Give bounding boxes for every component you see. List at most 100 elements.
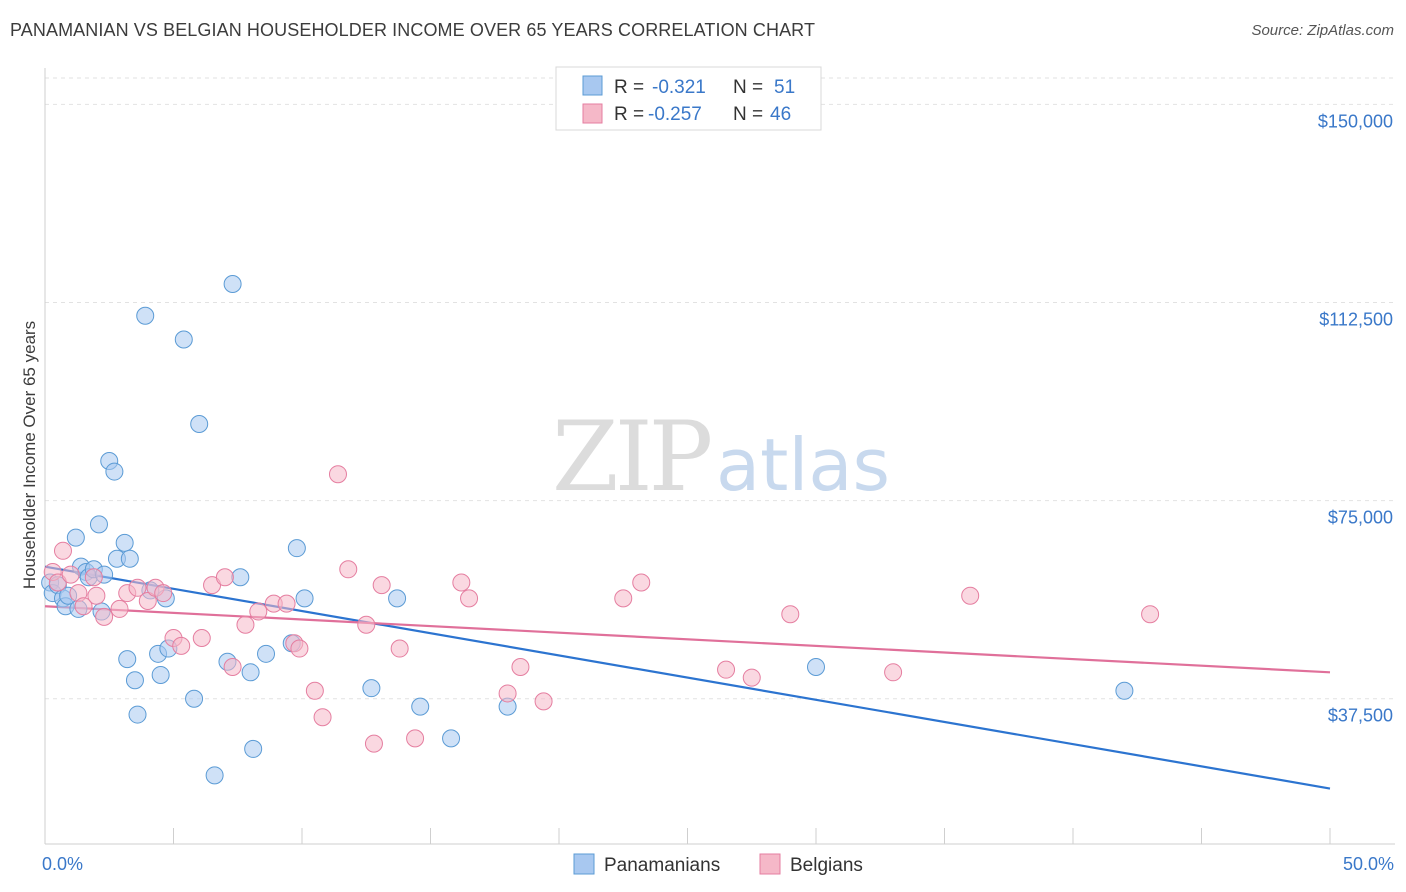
point-panamanians <box>807 658 825 677</box>
top-legend: R = -0.321 N = 51 R = -0.257 N = 46 <box>555 66 822 131</box>
point-belgians <box>1141 605 1160 624</box>
bottom-legend-swatch-belgians <box>759 853 781 875</box>
y-tick-label: $37,500 <box>1328 706 1393 726</box>
y-tick-label: $75,000 <box>1328 508 1393 528</box>
point-belgians <box>406 729 425 748</box>
point-panamanians <box>66 528 85 547</box>
point-panamanians <box>105 462 124 481</box>
point-belgians <box>364 734 383 753</box>
point-belgians <box>61 565 80 584</box>
legend-n-value-1: 51 <box>774 77 795 98</box>
point-belgians <box>84 568 103 587</box>
point-belgians <box>172 636 191 655</box>
point-belgians <box>87 586 106 605</box>
bottom-legend: Panamanians Belgians <box>573 853 863 876</box>
point-belgians <box>95 607 114 626</box>
point-panamanians <box>125 671 144 690</box>
watermark-atlas: atlas <box>716 423 890 507</box>
data-points <box>41 275 1160 785</box>
point-belgians <box>339 560 358 579</box>
x-tick-label: 50.0% <box>1343 854 1394 874</box>
point-belgians <box>290 639 309 658</box>
point-belgians <box>742 668 761 687</box>
point-belgians <box>203 576 222 595</box>
point-belgians <box>460 589 479 608</box>
point-panamanians <box>1115 681 1134 700</box>
point-panamanians <box>287 539 306 558</box>
trend-lines <box>44 565 1331 790</box>
point-panamanians <box>120 549 139 568</box>
point-panamanians <box>128 705 147 724</box>
point-belgians <box>717 660 736 679</box>
point-belgians <box>452 573 471 592</box>
point-panamanians <box>185 689 204 708</box>
point-panamanians <box>136 306 155 325</box>
point-belgians <box>614 589 633 608</box>
point-panamanians <box>174 330 193 349</box>
point-belgians <box>357 615 376 634</box>
trend-line-panamanians <box>44 565 1331 790</box>
series-belgians <box>43 465 1160 753</box>
point-belgians <box>328 465 347 484</box>
point-belgians <box>534 692 553 711</box>
grid-lines <box>45 77 1395 700</box>
bottom-legend-label-panamanians: Panamanians <box>604 855 720 876</box>
point-panamanians <box>388 589 407 608</box>
axes <box>44 68 1395 845</box>
point-belgians <box>781 605 800 624</box>
legend-swatch-belgians <box>582 103 603 124</box>
point-belgians <box>249 602 268 621</box>
point-belgians <box>74 597 93 616</box>
point-panamanians <box>411 697 430 716</box>
point-belgians <box>305 681 324 700</box>
point-panamanians <box>151 665 170 684</box>
point-belgians <box>884 663 903 682</box>
legend-r-value-1: -0.321 <box>652 77 706 98</box>
point-belgians <box>138 591 157 610</box>
bottom-legend-swatch-panamanians <box>573 853 595 875</box>
point-panamanians <box>190 415 209 434</box>
point-belgians <box>511 658 530 677</box>
point-panamanians <box>257 644 276 663</box>
point-belgians <box>110 599 129 618</box>
y-tick-label: $150,000 <box>1318 111 1393 131</box>
point-panamanians <box>442 729 461 748</box>
chart-title: PANAMANIAN VS BELGIAN HOUSEHOLDER INCOME… <box>10 20 816 40</box>
point-belgians <box>154 584 173 603</box>
series-panamanians <box>41 275 1134 785</box>
legend-n-value-2: 46 <box>770 104 791 125</box>
point-panamanians <box>89 515 108 534</box>
point-belgians <box>128 578 147 597</box>
point-belgians <box>498 684 517 703</box>
point-belgians <box>48 573 67 592</box>
point-panamanians <box>115 533 134 552</box>
legend-swatch-panamanians <box>582 75 603 96</box>
point-belgians <box>277 594 296 613</box>
legend-n-label-2: N = <box>733 104 763 125</box>
point-panamanians <box>362 679 381 698</box>
legend-r-value-2: -0.257 <box>648 104 702 125</box>
point-panamanians <box>231 568 250 587</box>
point-panamanians <box>244 739 263 758</box>
y-tick-label: $112,500 <box>1319 310 1393 330</box>
point-belgians <box>632 573 651 592</box>
point-panamanians <box>295 589 314 608</box>
legend-r-label-2: R = <box>614 104 644 125</box>
source-label: Source: ZipAtlas.com <box>1251 22 1394 39</box>
point-panamanians <box>118 650 137 669</box>
point-belgians <box>961 586 980 605</box>
point-belgians <box>236 615 255 634</box>
legend-n-label-1: N = <box>733 77 763 98</box>
point-belgians <box>53 541 72 560</box>
legend-r-label-1: R = <box>614 77 644 98</box>
x-tick-labels: 0.0% 50.0% <box>42 854 1394 874</box>
point-belgians <box>223 658 242 677</box>
point-belgians <box>390 639 409 658</box>
point-belgians <box>215 568 234 587</box>
point-panamanians <box>241 663 260 682</box>
y-tick-labels: $37,500 $75,000 $112,500 $150,000 <box>1318 111 1393 725</box>
point-panamanians <box>223 275 242 294</box>
x-tick-label: 0.0% <box>42 854 83 874</box>
watermark-zip: ZIP <box>552 401 711 513</box>
